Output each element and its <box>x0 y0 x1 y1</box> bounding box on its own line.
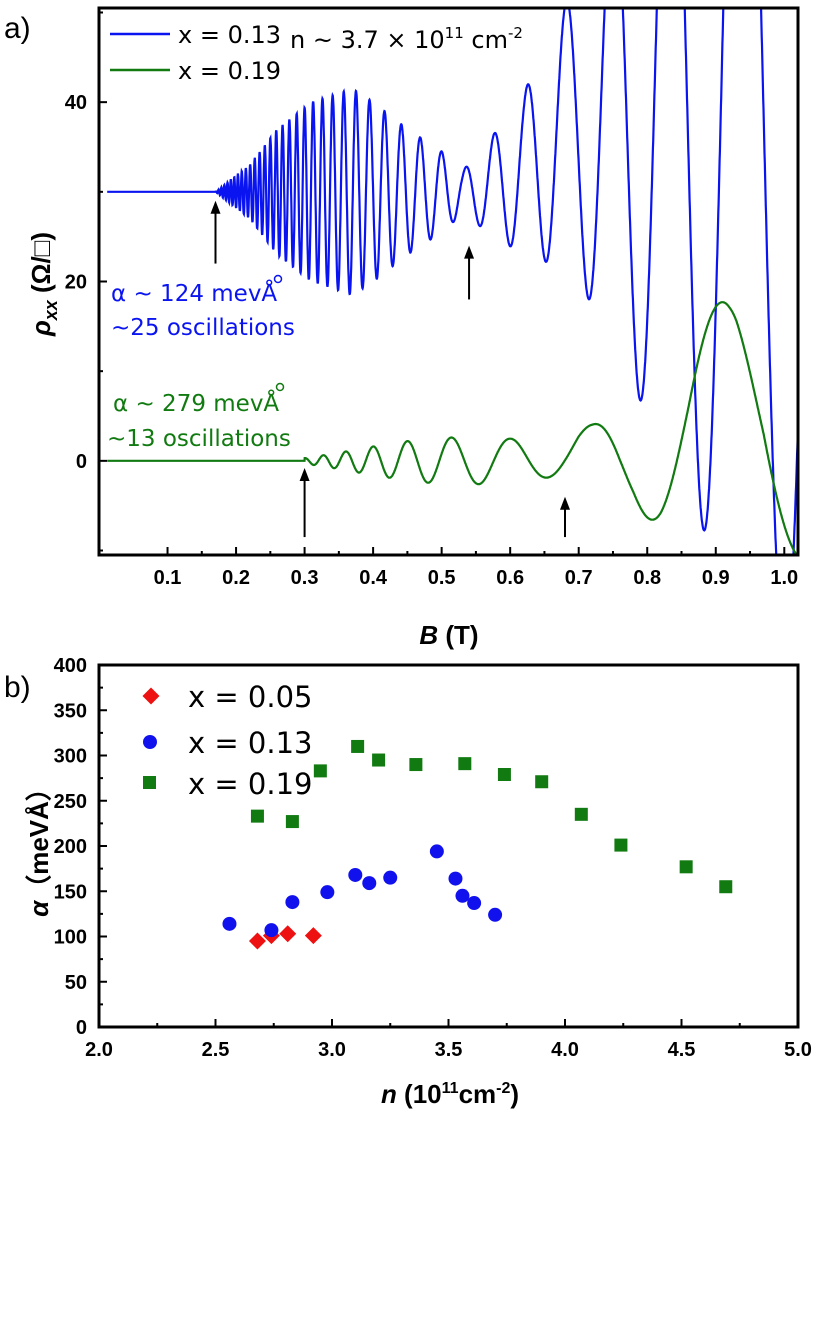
a-y-tick-label: 0 <box>76 451 87 473</box>
b-y-tick-label: 50 <box>65 972 87 994</box>
b-x-tick-label: 2.0 <box>85 1039 113 1061</box>
legend-b-x019: x = 0.19 <box>188 767 312 801</box>
point-x005 <box>304 927 322 945</box>
point-x013 <box>362 876 377 891</box>
blue-oscillations-annotation: ~25 oscillations <box>111 315 295 341</box>
a-y-tick-label: 40 <box>65 92 87 114</box>
arrow-head <box>210 200 221 214</box>
legend-b-square-marker <box>143 776 156 789</box>
point-x013 <box>455 888 470 903</box>
legend-b-diamond-marker <box>142 687 160 705</box>
b-x-tick-label: 3.0 <box>318 1039 346 1061</box>
a-x-tick-label: 1.0 <box>770 567 798 589</box>
point-x019 <box>614 838 628 852</box>
a-x-tick-label: 0.4 <box>359 567 388 589</box>
b-x-tick-label: 3.5 <box>435 1039 463 1061</box>
point-x013 <box>285 895 300 910</box>
density-unit-exp: -2 <box>508 24 523 42</box>
a-x-tick-label: 0.9 <box>702 567 730 589</box>
density-text: n ~ 3.7 × 10 <box>290 26 445 54</box>
legend-b-x013: x = 0.13 <box>188 726 312 760</box>
a-x-tick-label: 0.6 <box>496 567 524 589</box>
panel-b-y-ticks: 0 50 100 150 200 250 300 350 400 <box>54 655 107 1039</box>
a-x-tick-label: 0.7 <box>565 567 593 589</box>
legend-a-blue-label: x = 0.13 <box>178 21 281 49</box>
point-x019 <box>351 739 365 753</box>
green-alpha-marker <box>275 382 285 392</box>
panel-b-x-label: n (1011cm-2) <box>381 1079 519 1109</box>
point-x013 <box>348 867 363 882</box>
panel-a-y-ticks: 0 20 40 <box>65 11 107 552</box>
point-x019 <box>458 757 472 771</box>
green-alpha-annotation: α ~ 279 mevÅ <box>113 389 279 417</box>
b-x-tick-label: 5.0 <box>784 1039 812 1061</box>
legend-a-green-label: x = 0.19 <box>178 57 281 85</box>
b-x-tick-label: 2.5 <box>202 1039 230 1061</box>
series-x013-curve <box>107 8 798 555</box>
panel-b-x-ticks: 2.0 2.5 3.0 3.5 4.0 4.5 5.0 <box>85 1019 812 1061</box>
point-x019 <box>535 775 549 789</box>
b-y-tick-label: 150 <box>54 881 87 903</box>
panel-a-label: a) <box>4 12 31 45</box>
point-x019 <box>719 880 733 894</box>
b-y-tick-label: 400 <box>54 655 87 677</box>
legend-b-circle-marker <box>143 735 157 749</box>
point-x019 <box>409 758 423 772</box>
b-y-tick-label: 300 <box>54 746 87 768</box>
point-x013 <box>467 896 482 911</box>
panel-b-frame <box>97 663 800 1029</box>
point-x013 <box>488 907 503 922</box>
point-x013 <box>383 870 398 885</box>
a-x-tick-label: 0.2 <box>222 567 250 589</box>
b-x-tick-label: 4.5 <box>668 1039 696 1061</box>
panel-a-x-label: B (T) <box>419 620 478 650</box>
panel-a-x-ticks: 0.1 0.2 0.3 0.4 0.5 0.6 0.7 0.8 0.9 1.0 <box>154 547 798 589</box>
b-y-tick-label: 100 <box>54 927 87 949</box>
a-x-tick-label: 0.1 <box>154 567 182 589</box>
b-y-tick-label: 0 <box>76 1017 87 1039</box>
a-x-tick-label: 0.3 <box>291 567 319 589</box>
panel-a-plot-area <box>107 8 798 555</box>
point-x005 <box>279 925 297 943</box>
panel-a-arrows <box>210 200 570 538</box>
a-x-tick-label: 0.5 <box>428 567 456 589</box>
blue-alpha-annotation: α ~ 124 mevÅ <box>111 279 277 307</box>
legend-b-x005: x = 0.05 <box>188 680 312 714</box>
a-x-tick-label: 0.8 <box>633 567 661 589</box>
point-x019 <box>250 809 264 823</box>
b-x-tick-label: 4.0 <box>551 1039 579 1061</box>
point-x019 <box>574 807 588 821</box>
point-x013 <box>429 844 444 859</box>
b-y-tick-label: 350 <box>54 700 87 722</box>
panel-b-y-label: α（meVÅ） <box>24 775 54 917</box>
point-x019 <box>313 764 327 778</box>
arrow-head <box>560 496 570 510</box>
green-oscillations-annotation: ~13 oscillations <box>107 426 291 452</box>
point-x013 <box>264 923 279 938</box>
point-x019 <box>497 768 511 782</box>
point-x013 <box>320 885 335 900</box>
panel-b-label: b) <box>4 671 31 704</box>
series-x019-curve <box>107 301 798 555</box>
panel-b-plot-area <box>222 739 733 950</box>
arrow-head <box>464 245 475 259</box>
a-y-tick-label: 20 <box>65 272 87 294</box>
density-exp: 11 <box>445 24 464 42</box>
density-annotation: n ~ 3.7 × 1011 cm-2 <box>290 24 523 54</box>
point-x013 <box>222 916 237 931</box>
b-y-tick-label: 250 <box>54 791 87 813</box>
point-x019 <box>285 815 299 829</box>
b-y-tick-label: 200 <box>54 836 87 858</box>
point-x005 <box>248 932 266 950</box>
arrow-head <box>299 468 310 482</box>
point-x013 <box>448 871 463 886</box>
point-x019 <box>372 753 386 767</box>
density-unit: cm <box>464 26 508 54</box>
panel-b-legend: x = 0.05 x = 0.13 x = 0.19 <box>142 680 312 801</box>
panel-a-y-label: ρxx (Ω/□) <box>26 232 61 337</box>
point-x019 <box>679 860 693 874</box>
blue-alpha-marker <box>273 274 283 284</box>
